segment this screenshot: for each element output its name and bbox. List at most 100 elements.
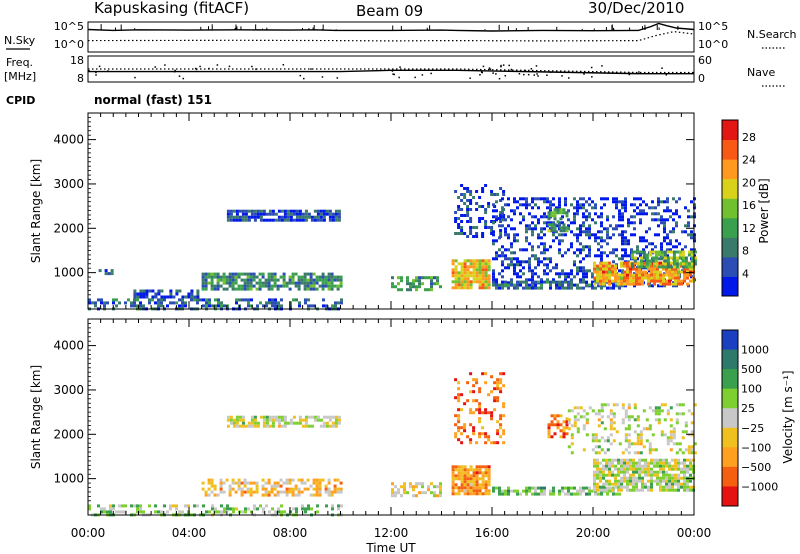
heatmap-cell	[666, 254, 669, 258]
heatmap-cell	[650, 485, 653, 489]
heatmap-cell	[403, 485, 406, 489]
heatmap-cell	[579, 486, 582, 490]
heatmap-cell	[325, 424, 329, 428]
heatmap-cell	[261, 493, 265, 497]
heatmap-cell	[133, 292, 137, 296]
heatmap-cell	[267, 278, 271, 282]
heatmap-cell	[466, 259, 470, 263]
heatmap-cell	[668, 461, 671, 465]
heatmap-cell	[653, 470, 656, 474]
heatmap-cell	[226, 212, 230, 216]
heatmap-cell	[306, 287, 310, 291]
heatmap-cell	[469, 441, 473, 445]
heatmap-cell	[403, 491, 406, 495]
heatmap-cell	[620, 461, 623, 465]
heatmap-cell	[267, 478, 271, 482]
heatmap-cell	[325, 209, 329, 213]
heatmap-cell	[573, 263, 576, 267]
heatmap-cell	[675, 284, 678, 288]
heatmap-cell	[672, 265, 676, 269]
heatmap-cell	[466, 477, 470, 481]
heatmap-cell	[325, 304, 328, 308]
heatmap-cell	[451, 480, 455, 484]
heatmap-cell	[639, 203, 642, 207]
heatmap-cell	[498, 272, 501, 276]
heatmap-cell	[564, 486, 567, 490]
heatmap-cell	[531, 278, 534, 282]
heatmap-cell	[629, 267, 632, 271]
heatmap-cell	[487, 283, 491, 287]
heatmap-cell	[611, 279, 614, 283]
heatmap-cell	[478, 405, 482, 409]
heatmap-cell	[136, 304, 139, 308]
nave-point	[336, 77, 339, 79]
nave-point	[500, 65, 502, 68]
heatmap-cell	[466, 486, 470, 490]
heatmap-cell	[334, 301, 337, 305]
heatmap-cell	[647, 467, 650, 471]
noise-right-tick-low: 10^0	[698, 38, 728, 51]
heatmap-cell	[675, 421, 679, 425]
heatmap-cell	[289, 212, 293, 216]
heatmap-cell	[222, 272, 226, 276]
heatmap-cell	[681, 250, 685, 254]
heatmap-cell	[546, 200, 549, 204]
heatmap-cell	[644, 470, 647, 474]
heatmap-cell	[585, 486, 588, 490]
heatmap-cell	[285, 284, 289, 288]
heatmap-cell	[573, 418, 577, 422]
heatmap-cell	[650, 270, 653, 274]
colorbar-swatch	[722, 159, 738, 180]
heatmap-cell	[229, 212, 233, 216]
heatmap-cell	[630, 221, 633, 225]
heatmap-cell	[276, 490, 280, 494]
heatmap-cell	[666, 242, 669, 246]
heatmap-cell	[549, 489, 552, 493]
heatmap-cell	[608, 482, 611, 486]
heatmap-cell	[495, 283, 498, 287]
heatmap-cell	[331, 421, 335, 425]
heatmap-cell	[256, 421, 260, 425]
heatmap-cell	[499, 414, 503, 418]
heatmap-cell	[636, 206, 639, 210]
heatmap-cell	[253, 218, 257, 222]
heatmap-cell	[475, 268, 479, 272]
heatmap-cell	[660, 430, 664, 434]
heatmap-cell	[222, 490, 226, 494]
heatmap-cell	[558, 197, 561, 201]
heatmap-cell	[605, 473, 608, 477]
heatmap-cell	[629, 282, 632, 286]
heatmap-cell	[451, 280, 455, 284]
heatmap-cell	[210, 478, 214, 482]
heatmap-cell	[684, 256, 688, 260]
heatmap-cell	[516, 489, 519, 493]
heatmap-cell	[169, 292, 173, 296]
heatmap-cell	[660, 248, 663, 252]
heatmap-cell	[472, 468, 476, 472]
heatmap-cell	[421, 485, 424, 489]
heatmap-cell	[626, 261, 629, 265]
heatmap-cell	[339, 481, 343, 485]
heatmap-cell	[306, 478, 310, 482]
heatmap-cell	[487, 393, 491, 397]
heatmap-cell	[201, 287, 205, 291]
heatmap-cell	[596, 470, 599, 474]
heatmap-cell	[579, 206, 582, 210]
heatmap-cell	[460, 220, 464, 223]
time-tick-label: 16:00	[475, 526, 510, 540]
heatmap-cell	[564, 275, 567, 279]
heatmap-cell	[504, 203, 507, 207]
heatmap-cell	[276, 287, 280, 291]
heatmap-cell	[689, 461, 692, 465]
heatmap-cell	[487, 438, 491, 442]
heatmap-cell	[639, 250, 643, 254]
heatmap-cell	[184, 295, 188, 299]
heatmap-cell	[659, 458, 662, 462]
freq-label: Freq.	[6, 56, 33, 69]
heatmap-cell	[463, 202, 467, 205]
heatmap-cell	[618, 442, 622, 446]
heatmap-cell	[624, 448, 628, 452]
heatmap-cell	[238, 298, 241, 302]
heatmap-cell	[238, 424, 242, 428]
heatmap-cell	[543, 212, 546, 216]
